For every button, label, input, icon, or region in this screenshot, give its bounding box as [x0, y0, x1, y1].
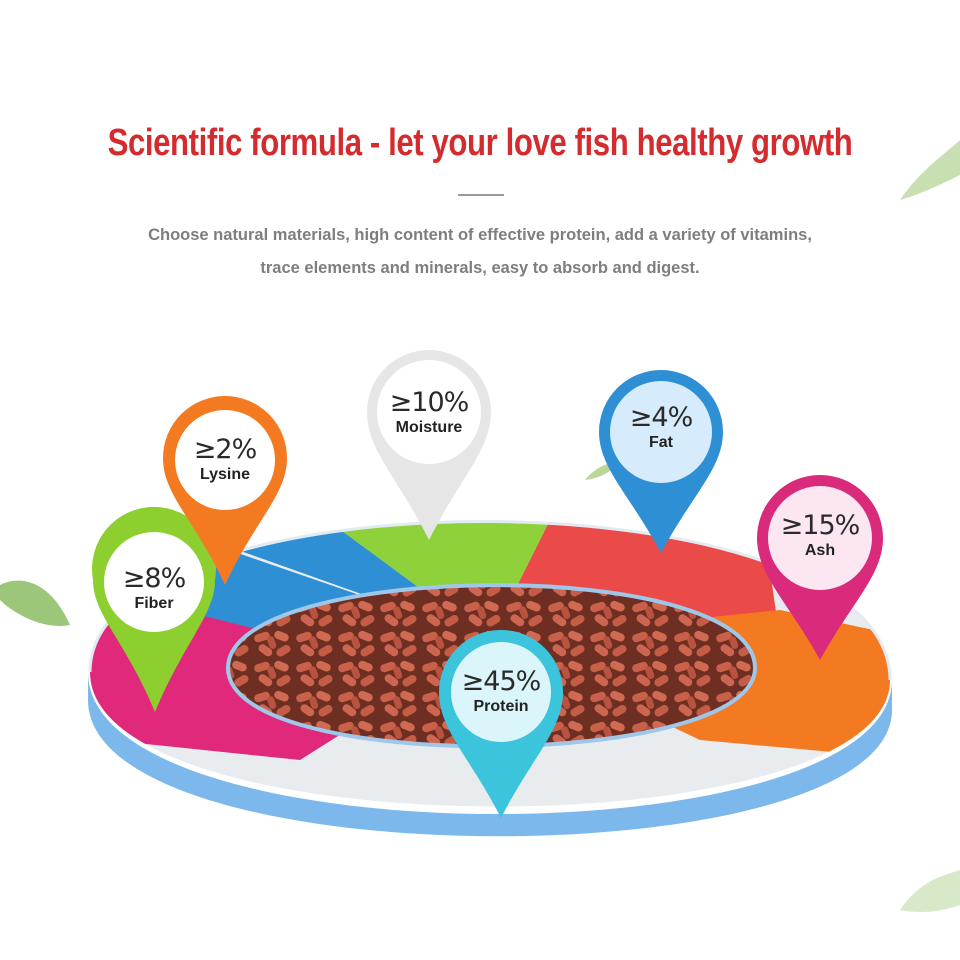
leaf-left: [0, 580, 70, 626]
moisture-value: ≥10%: [389, 387, 470, 418]
description-line-2: trace elements and minerals, easy to abs…: [260, 259, 700, 277]
pin-moisture-text: ≥10% Moisture: [374, 387, 484, 437]
lysine-value: ≥2%: [193, 434, 257, 465]
pin-fiber: [92, 506, 216, 712]
divider: [458, 194, 504, 196]
pin-lysine: [163, 396, 287, 585]
ash-label: Ash: [804, 542, 836, 559]
leaf-top-right: [900, 140, 960, 200]
pin-fiber-text: ≥8% Fiber: [104, 563, 204, 613]
moisture-label: Moisture: [395, 419, 463, 436]
pin-protein: [439, 629, 564, 818]
pin-lysine-text: ≥2% Lysine: [175, 434, 275, 484]
fat-label: Fat: [649, 434, 673, 451]
protein-value: ≥45%: [461, 666, 542, 697]
leaf-bottom-right: [900, 870, 960, 913]
description-line-1: Choose natural materials, high content o…: [148, 226, 812, 244]
pin-fat: [599, 370, 723, 553]
headline: Scientific formula - let your love fish …: [107, 122, 853, 164]
pin-ash-text: ≥15% Ash: [768, 510, 872, 560]
pin-protein-text: ≥45% Protein: [451, 666, 551, 716]
protein-label: Protein: [473, 698, 529, 715]
fiber-label: Fiber: [134, 595, 174, 612]
pin-moisture: [367, 350, 491, 540]
lysine-label: Lysine: [199, 466, 251, 483]
pin-fat-text: ≥4% Fat: [611, 402, 711, 452]
fiber-value: ≥8%: [122, 563, 186, 594]
fat-value: ≥4%: [629, 402, 693, 433]
ash-value: ≥15%: [780, 510, 861, 541]
pin-ash: [757, 475, 883, 660]
